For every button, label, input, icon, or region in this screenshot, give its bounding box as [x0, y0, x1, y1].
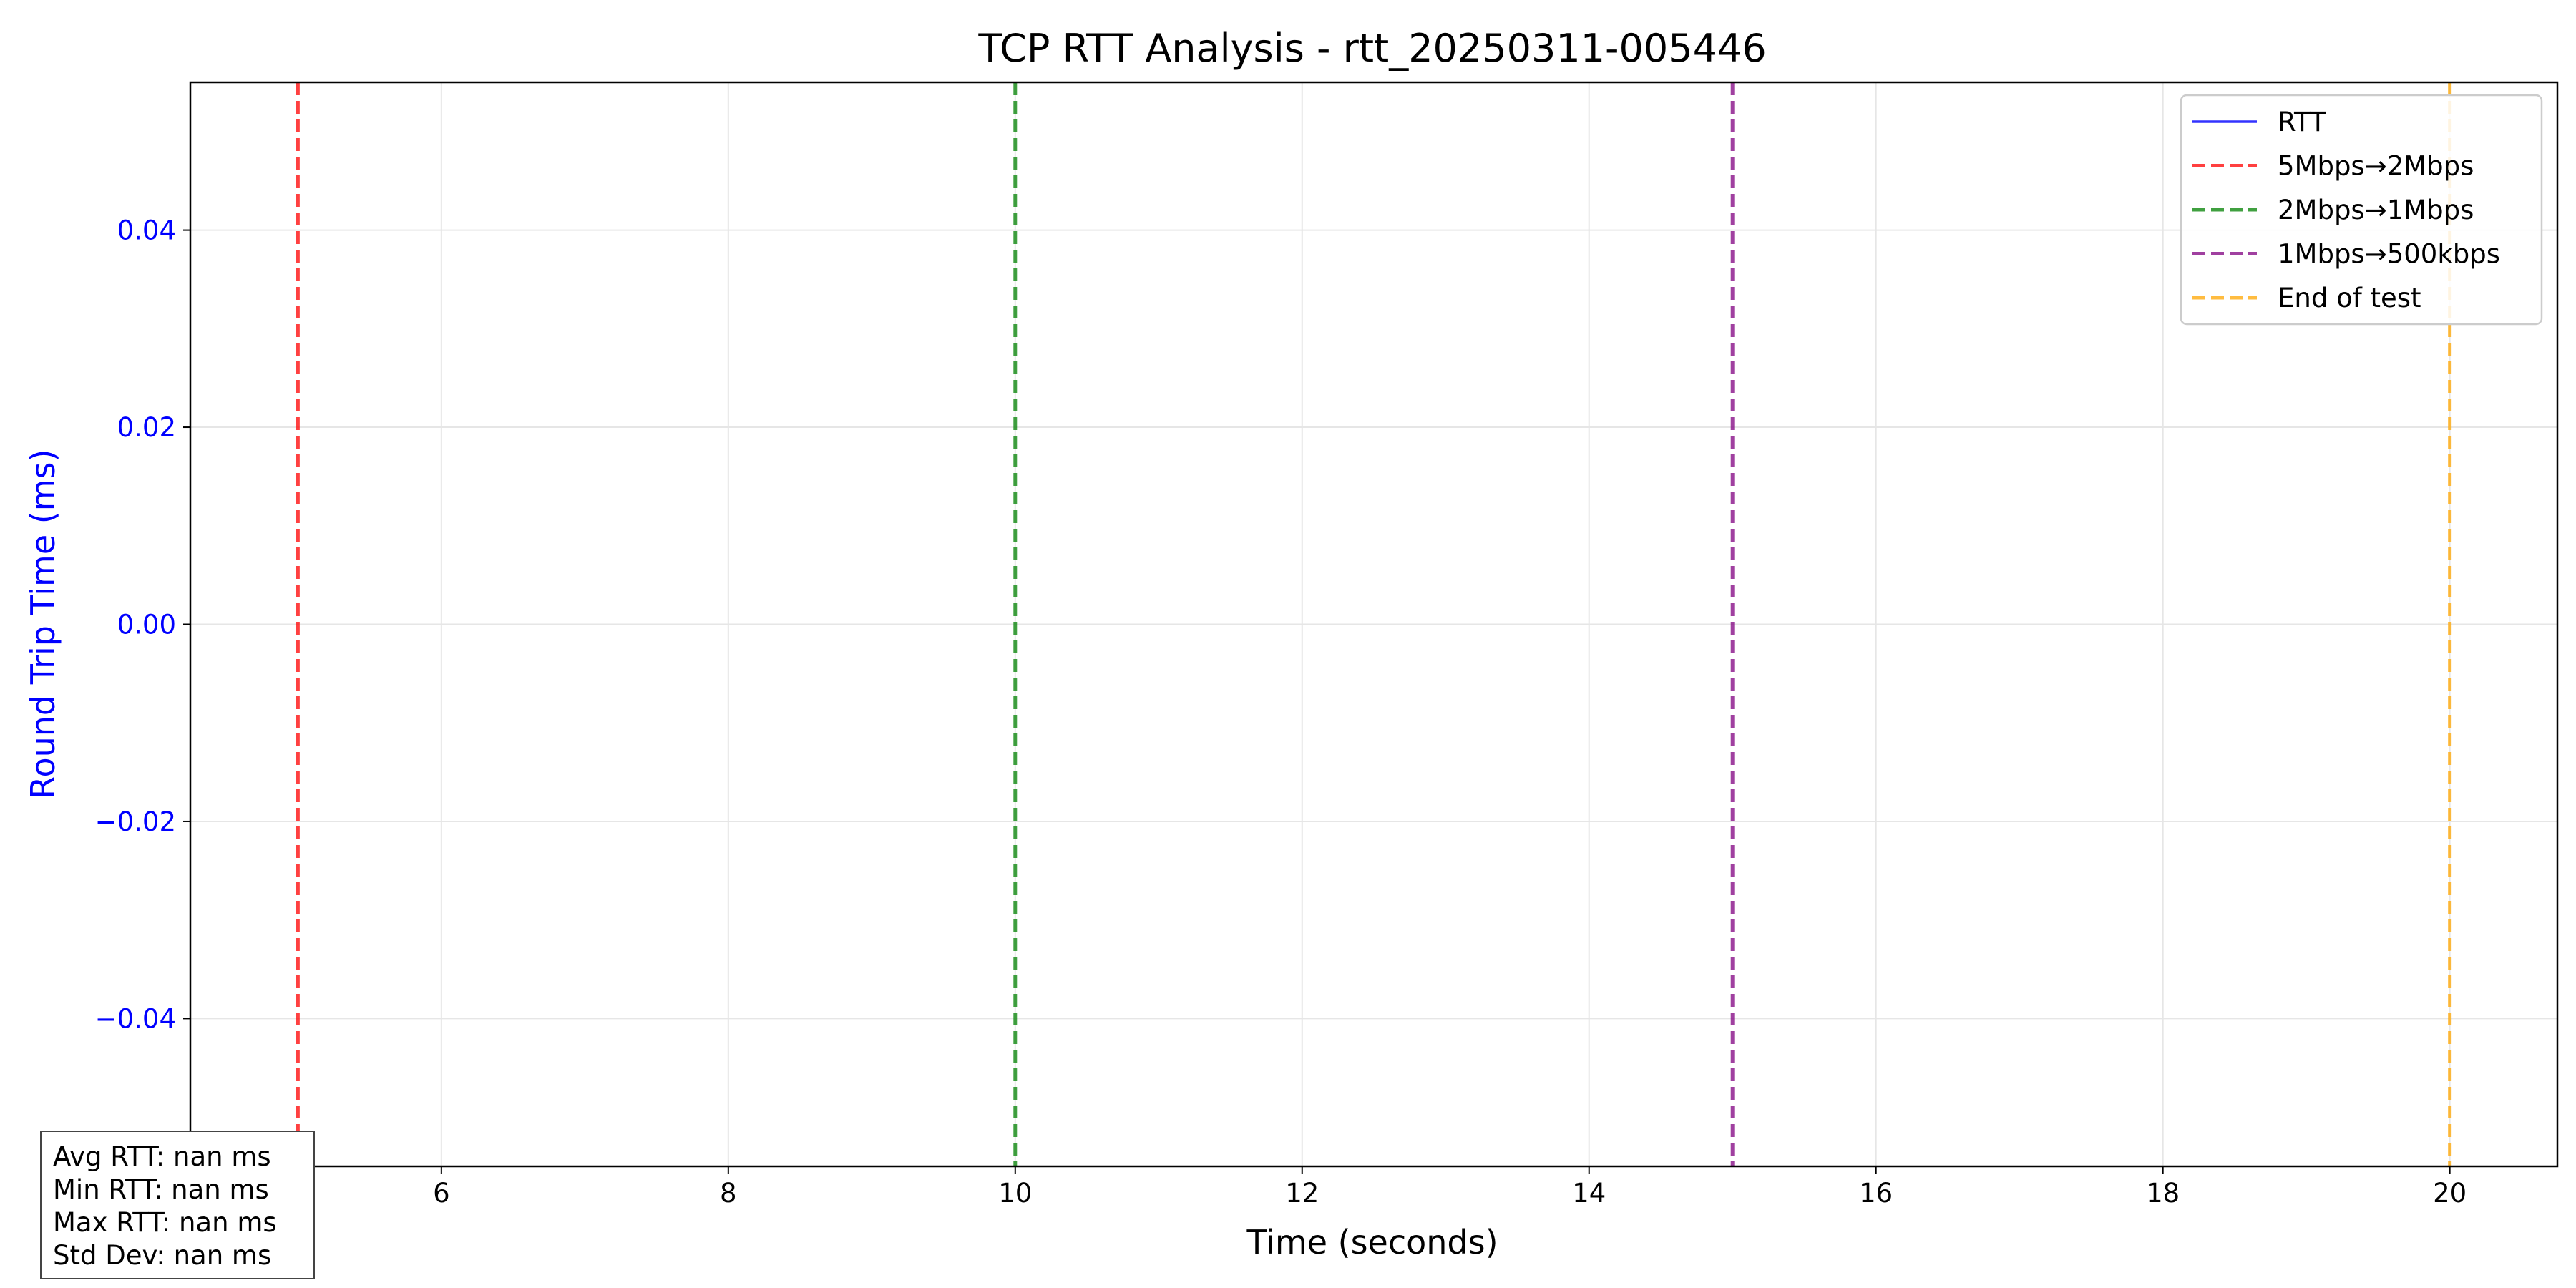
stat-avg-rtt: Avg RTT: nan ms — [53, 1141, 271, 1172]
x-tick-label: 18 — [2146, 1178, 2180, 1209]
y-axis-ticks: 0.04 0.02 0.00 −0.02 −0.04 — [95, 215, 190, 1034]
x-tick-label: 20 — [2433, 1178, 2467, 1209]
x-axis-ticks: 6 8 10 12 14 16 18 20 — [433, 1166, 2467, 1209]
legend-label: 2Mbps→1Mbps — [2278, 195, 2474, 225]
legend-label: 1Mbps→500kbps — [2278, 239, 2500, 270]
legend-label: End of test — [2278, 283, 2421, 313]
stat-std-dev: Std Dev: nan ms — [53, 1240, 272, 1271]
stat-max-rtt: Max RTT: nan ms — [53, 1207, 277, 1238]
chart-title: TCP RTT Analysis - rtt_20250311-005446 — [977, 26, 1766, 71]
y-tick-label: −0.04 — [95, 1003, 176, 1034]
legend-frame — [2180, 94, 2543, 326]
x-tick-label: 10 — [998, 1178, 1032, 1209]
y-tick-label: −0.02 — [95, 806, 176, 837]
y-axis-label: Round Trip Time (ms) — [24, 449, 62, 799]
y-tick-label: 0.04 — [117, 215, 176, 246]
x-tick-label: 6 — [433, 1178, 450, 1209]
x-axis-label: Time (seconds) — [1246, 1223, 1498, 1262]
legend-items: RTT 5Mbps→2Mbps 2Mbps→1Mbps 1Mbps→500kbps En… — [2192, 107, 2500, 313]
x-tick-label: 12 — [1285, 1178, 1319, 1209]
y-tick-label: 0.02 — [117, 412, 176, 443]
event-lines — [296, 82, 2452, 1166]
stats-box: Avg RTT: nan ms Min RTT: nan ms Max RTT:… — [40, 1131, 315, 1279]
legend: RTT 5Mbps→2Mbps 2Mbps→1Mbps 1Mbps→500kbps En… — [2180, 94, 2543, 326]
grid-lines — [190, 82, 2557, 1166]
legend-label: RTT — [2278, 107, 2326, 137]
x-tick-label: 8 — [720, 1178, 737, 1209]
stat-min-rtt: Min RTT: nan ms — [53, 1174, 269, 1205]
legend-label: 5Mbps→2Mbps — [2278, 151, 2474, 182]
y-tick-label: 0.00 — [117, 610, 176, 640]
x-tick-label: 14 — [1572, 1178, 1606, 1209]
x-tick-label: 16 — [1859, 1178, 1893, 1209]
